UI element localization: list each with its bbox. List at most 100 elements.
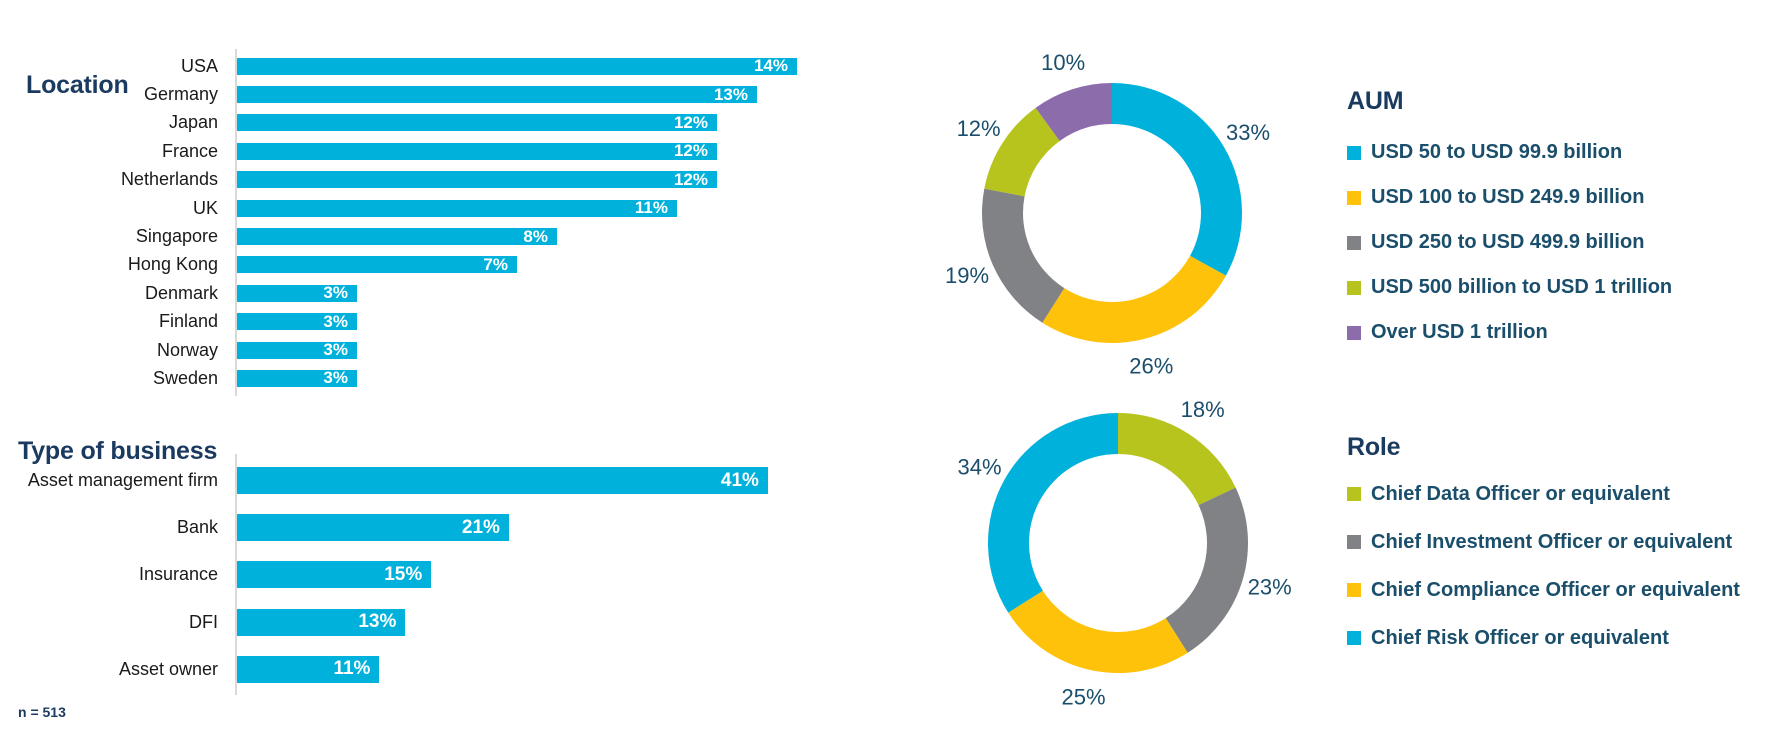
legend-label: Chief Investment Officer or equivalent xyxy=(1371,530,1733,553)
donut-value-label: 10% xyxy=(1041,50,1085,75)
donut-segment xyxy=(982,188,1065,323)
legend-label: USD 250 to USD 499.9 billion xyxy=(1371,231,1645,253)
bar-row: Asset owner 11% xyxy=(18,646,818,693)
aum-donut-chart: 33% 26% 19% 12% 10% xyxy=(945,50,1270,379)
donut-segment xyxy=(1035,83,1112,141)
bar-row: Germany 13% xyxy=(18,80,818,108)
bar: 21% xyxy=(237,514,509,542)
donut-segment xyxy=(1008,590,1188,673)
bar-value-label: 11% xyxy=(333,658,371,680)
legend-swatch-icon xyxy=(1347,145,1361,160)
bar-value-label: 15% xyxy=(384,563,423,585)
legend-swatch-icon xyxy=(1347,280,1361,295)
bar-value-label: 3% xyxy=(323,340,348,360)
bar: 15% xyxy=(237,561,432,589)
bar: 8% xyxy=(237,226,557,246)
business-axis-line xyxy=(235,454,237,695)
bar: 13% xyxy=(237,608,406,636)
donut-value-label: 23% xyxy=(1248,575,1292,600)
bar-value-label: 11% xyxy=(634,198,668,218)
aum-legend-title: AUM xyxy=(1347,86,1404,115)
category-label: Hong Kong xyxy=(127,254,218,275)
category-label: Finland xyxy=(158,311,218,332)
donut-value-label: 18% xyxy=(1181,397,1225,422)
category-label: Insurance xyxy=(138,564,218,585)
legend-item: Chief Data Officer or equivalent xyxy=(1347,470,1777,518)
donut-value-label: 33% xyxy=(1226,120,1270,145)
bar: 7% xyxy=(237,254,517,274)
bar-value-label: 3% xyxy=(323,368,348,388)
legend-swatch-icon xyxy=(1347,583,1361,597)
bar-value-label: 12% xyxy=(673,169,708,189)
business-chart-title: Type of business xyxy=(18,436,218,465)
legend-item: Chief Investment Officer or equivalent xyxy=(1347,518,1777,566)
category-label: Asset owner xyxy=(118,658,218,679)
category-label: Netherlands xyxy=(120,169,218,190)
legend-label: Over USD 1 trillion xyxy=(1371,321,1548,343)
category-label: Norway xyxy=(156,339,218,360)
bar-row: Bank 21% xyxy=(18,504,818,551)
location-axis-line xyxy=(235,49,237,396)
bar-value-label: 21% xyxy=(461,516,500,538)
bar: 12% xyxy=(237,141,717,161)
role-legend: Chief Data Officer or equivalent Chief In… xyxy=(1347,470,1777,662)
category-label: France xyxy=(161,140,218,161)
bar-value-label: 41% xyxy=(720,469,759,491)
donut-segment xyxy=(1165,487,1248,653)
bar: 11% xyxy=(237,655,380,683)
bar: 14% xyxy=(237,56,797,75)
bar-row: Singapore 8% xyxy=(18,222,818,250)
bar-value-label: 7% xyxy=(483,254,508,274)
bar-value-label: 8% xyxy=(523,226,548,246)
category-label: USA xyxy=(180,55,218,76)
legend-swatch-icon xyxy=(1347,535,1361,549)
role-legend-title: Role xyxy=(1347,432,1401,461)
bar-row: Japan 12% xyxy=(18,109,818,137)
bar-row: France 12% xyxy=(18,137,818,165)
donut-segment xyxy=(1112,83,1242,276)
bar-row: Netherlands 12% xyxy=(18,166,818,194)
legend-item: USD 100 to USD 249.9 billion xyxy=(1347,175,1777,220)
bar-value-label: 3% xyxy=(323,311,348,331)
legend-label: Chief Compliance Officer or equivalent xyxy=(1371,578,1740,601)
donut-value-label: 26% xyxy=(1129,354,1173,379)
bar: 13% xyxy=(237,84,757,104)
bar-row: Insurance 15% xyxy=(18,551,818,598)
legend-label: USD 500 billion to USD 1 trillion xyxy=(1371,276,1673,298)
category-label: UK xyxy=(192,197,218,218)
donut-segment xyxy=(1042,255,1226,343)
legend-label: Chief Risk Officer or equivalent xyxy=(1371,626,1669,649)
location-bar-chart: USA 14% Germany 13% Japan 12% France 12% Netherl… xyxy=(18,49,818,396)
bar-row: Finland 3% xyxy=(18,308,818,336)
bar-value-label: 12% xyxy=(673,141,708,161)
donut-segment xyxy=(984,107,1060,197)
donut-segment xyxy=(988,413,1118,613)
bar-value-label: 12% xyxy=(673,112,708,132)
donut-value-label: 12% xyxy=(957,116,1001,141)
bar-row: Sweden 3% xyxy=(18,364,818,392)
bar: 12% xyxy=(237,169,717,189)
legend-item: Over USD 1 trillion xyxy=(1347,310,1777,355)
role-donut-chart: 18% 23% 25% 34% xyxy=(958,397,1292,710)
bar: 41% xyxy=(237,467,768,495)
category-label: Asset management firm xyxy=(27,470,218,491)
category-label: Germany xyxy=(143,84,218,105)
bar: 3% xyxy=(237,340,357,360)
category-label: DFI xyxy=(189,611,218,632)
bar-row: Hong Kong 7% xyxy=(18,251,818,279)
bar: 3% xyxy=(237,283,357,303)
category-label: Denmark xyxy=(144,282,218,303)
bar-row: DFI 13% xyxy=(18,599,818,646)
legend-item: USD 500 billion to USD 1 trillion xyxy=(1347,265,1777,310)
bar-row: Norway 3% xyxy=(18,336,818,364)
legend-item: USD 250 to USD 499.9 billion xyxy=(1347,220,1777,265)
donut-value-label: 25% xyxy=(1062,685,1106,710)
bar-value-label: 13% xyxy=(713,84,748,104)
category-label: Bank xyxy=(176,517,218,538)
bar-value-label: 3% xyxy=(323,283,348,303)
legend-label: USD 100 to USD 249.9 billion xyxy=(1371,186,1645,208)
aum-legend: USD 50 to USD 99.9 billion USD 100 to USD… xyxy=(1347,130,1777,355)
bar-value-label: 13% xyxy=(358,611,397,633)
bar-row: Asset management firm 41% xyxy=(18,457,818,504)
